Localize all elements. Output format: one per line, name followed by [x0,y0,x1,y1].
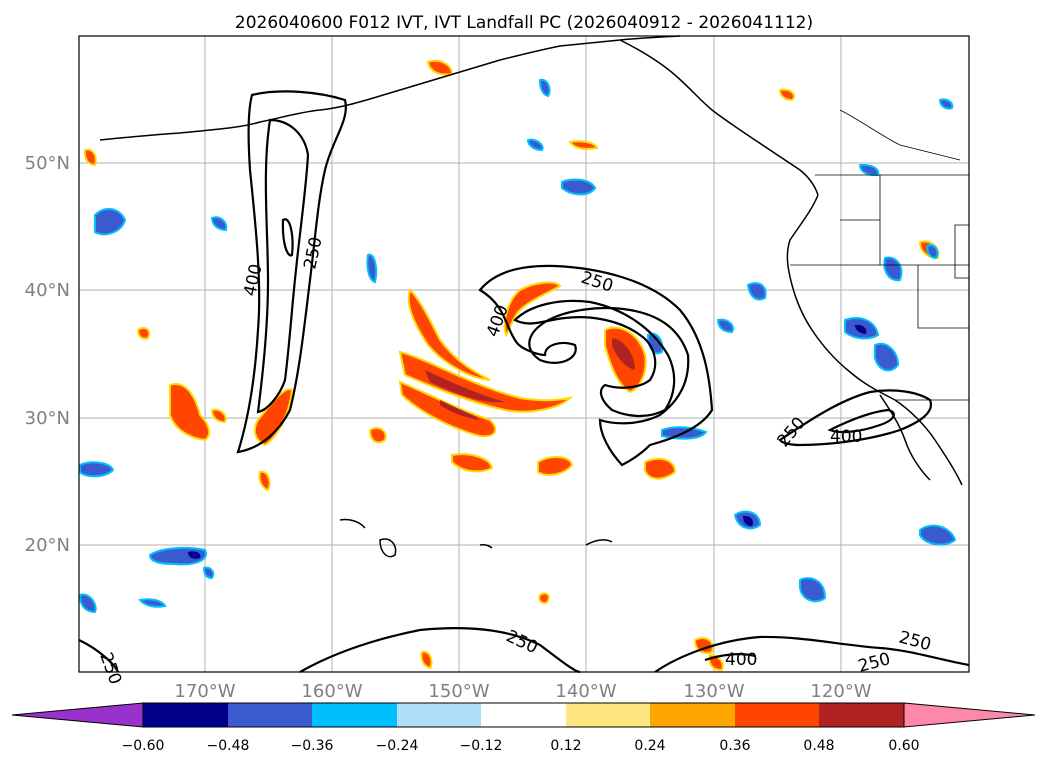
colorbar-tick-label: −0.36 [291,738,334,754]
map-frame [78,35,970,673]
lon-label: 150°W [428,681,489,702]
colorbar-segment [397,703,481,727]
colorbar [11,702,1036,728]
ar-band-lower-core [440,400,480,420]
graticule [79,36,969,672]
colorbar-tick-label: 0.36 [719,738,750,754]
colorbar-segment [228,703,312,727]
contour-se [778,389,933,447]
neg-blob [94,208,127,236]
pos-west-1 [169,383,211,442]
colorbar-tick-label: −0.60 [122,738,165,754]
lat-label: 30°N [25,408,70,429]
contour-south [299,627,581,674]
colorbar-tick-label: 0.48 [803,738,834,754]
colorbar-extend-low [11,702,144,728]
contour-label: 400 [725,650,757,670]
colorbar-segment [735,703,819,727]
ivt-contours [78,90,970,674]
lat-axis-labels: 50°N 40°N 30°N 20°N [25,153,70,556]
ar-band-upper [407,288,491,381]
map-area [79,36,969,672]
coastlines [99,35,963,558]
political-borders [790,109,970,401]
colorbar-segment [566,703,650,727]
colorbar-segment [819,703,904,727]
lat-label: 40°N [25,280,70,301]
contour-spiral [478,264,714,467]
contour-west-outer [236,90,347,454]
colorbar-tick-label: 0.60 [888,738,919,754]
colorbar-segment [481,703,566,727]
lon-label: 170°W [174,681,235,702]
swirl-east-core [612,338,635,370]
colorbar-tick-label: −0.12 [460,738,503,754]
colorbar-segment [143,703,228,727]
colorbar-segment [650,703,735,727]
lon-axis-labels: 170°W 160°W 150°W 140°W 130°W 120°W [174,681,871,702]
colorbar-tick-label: 0.12 [550,738,581,754]
lon-label: 140°W [555,681,616,702]
lon-label: 120°W [810,681,871,702]
colorbar-tick-label: −0.48 [207,738,250,754]
lon-label: 160°W [301,681,362,702]
colorbar-segment [312,703,397,727]
lat-label: 50°N [25,153,70,174]
contour-label: 400 [830,427,862,447]
pc-shading [78,59,957,672]
contour-west-inner [256,118,310,414]
colorbar-extend-high [903,702,1036,728]
colorbar-tick-label: 0.24 [634,738,665,754]
colorbar-tick-label: −0.24 [376,738,419,754]
map-title: 2026040600 F012 IVT, IVT Landfall PC (20… [235,13,813,33]
lat-label: 20°N [25,535,70,556]
colorbar-ticks: −0.60 −0.48 −0.36 −0.24 −0.12 0.12 0.24 … [122,738,920,754]
lon-label: 130°W [683,681,744,702]
ar-band-core [425,370,505,403]
